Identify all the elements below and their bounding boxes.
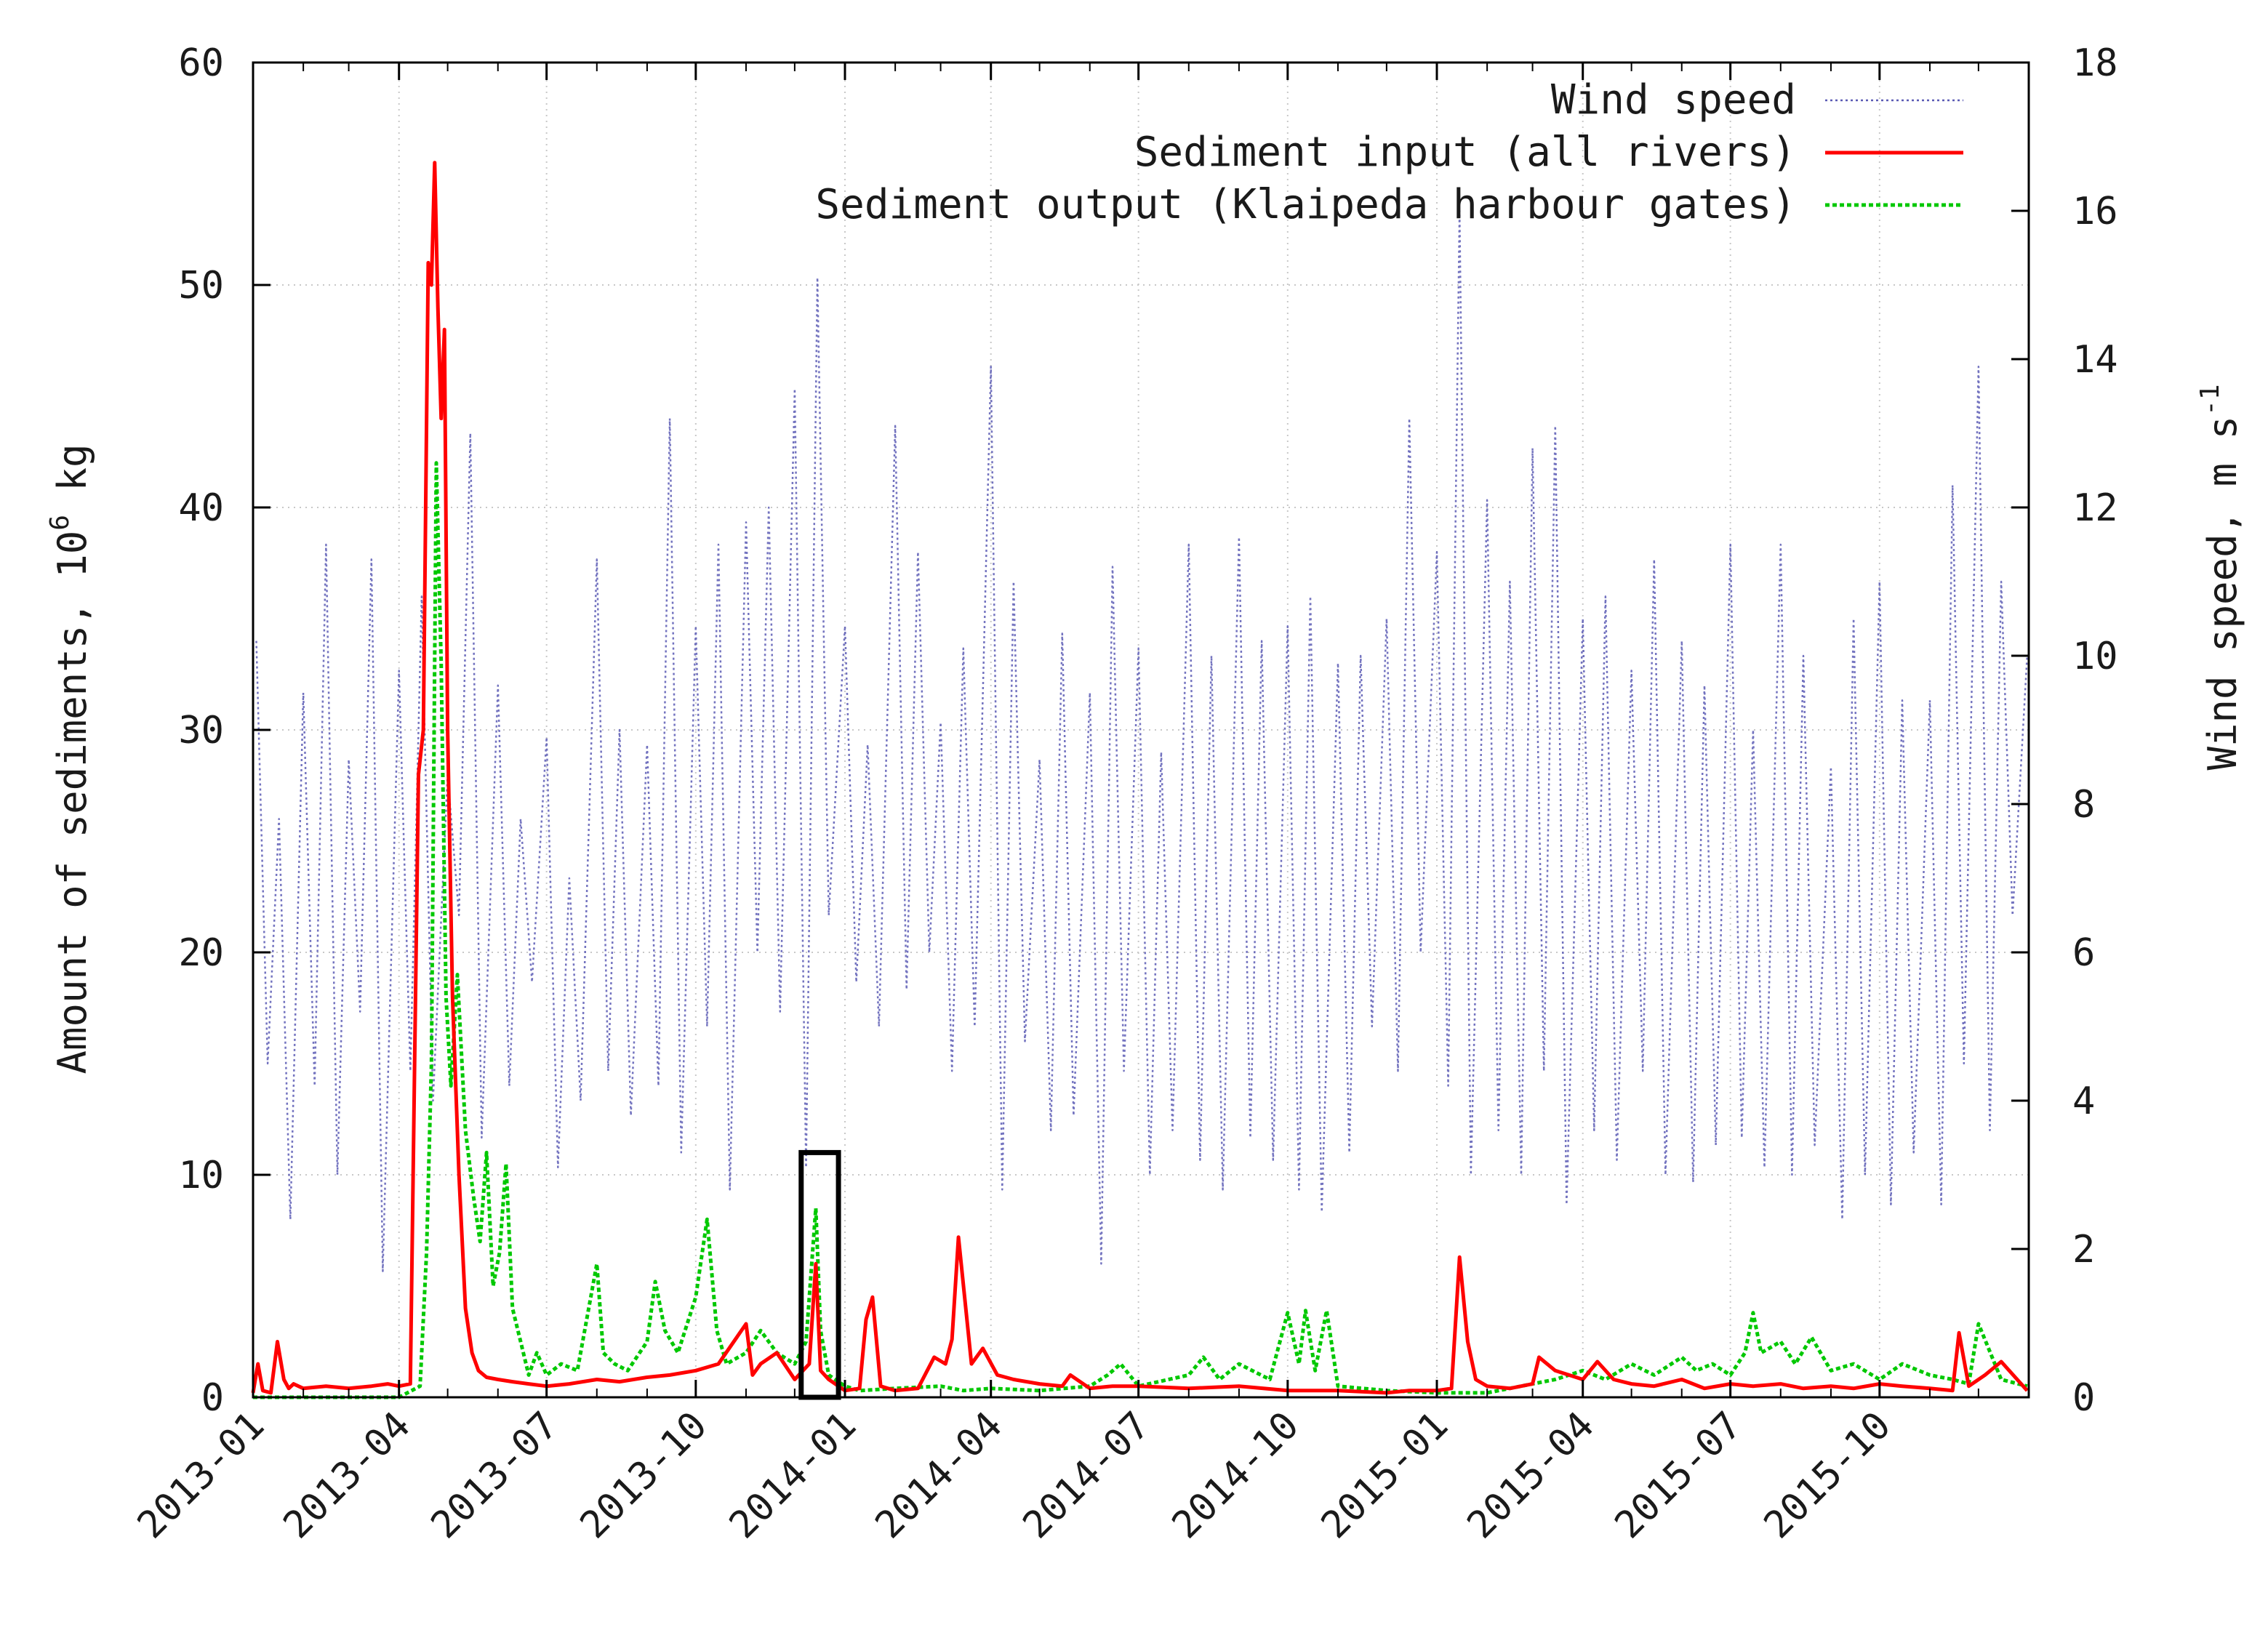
y2-tick-label: 0 xyxy=(2072,1376,2095,1420)
y2-tick-label: 10 xyxy=(2072,635,2118,678)
y-tick-label: 30 xyxy=(178,709,224,752)
series-line-sediment-input xyxy=(251,161,2029,1395)
y2-axis-title-sup: -1 xyxy=(2195,384,2225,415)
series-layer xyxy=(251,161,2029,1399)
y2-tick-label: 14 xyxy=(2072,338,2118,382)
y-axis-title: Amount of sediments, 106 kg xyxy=(45,444,95,1074)
y2-tick-label: 12 xyxy=(2072,486,2118,530)
y-tick-label: 50 xyxy=(178,264,224,308)
legend-label: Sediment output (Klaipeda harbour gates) xyxy=(815,181,1796,228)
legend: Wind speed Sediment input (all rivers) Sed… xyxy=(815,76,1963,228)
y-tick-label: 40 xyxy=(178,486,224,530)
y-tick-label: 10 xyxy=(178,1154,224,1197)
y-tick-label: 20 xyxy=(178,931,224,975)
series-line-wind-speed xyxy=(255,209,2029,1272)
y-axis-title-text: Amount of sediments, 10 xyxy=(49,531,95,1074)
y-tick-label: 0 xyxy=(201,1376,224,1420)
y-tick-label: 60 xyxy=(178,41,224,85)
y2-tick-label: 16 xyxy=(2072,190,2118,233)
y2-tick-label: 2 xyxy=(2072,1228,2095,1272)
legend-label: Wind speed xyxy=(1551,76,1796,124)
y-axis-title-sup: 6 xyxy=(45,515,75,531)
y2-tick-label: 6 xyxy=(2072,931,2095,975)
y-axis-title-unit: kg xyxy=(49,444,95,515)
legend-label: Sediment input (all rivers) xyxy=(1134,129,1796,176)
y2-tick-label: 4 xyxy=(2072,1080,2095,1123)
y2-tick-label: 18 xyxy=(2072,41,2118,85)
y2-tick-label: 8 xyxy=(2072,783,2095,827)
y2-axis-title-text: Wind speed, m s xyxy=(2200,416,2245,771)
y2-axis-title: Wind speed, m s-1 xyxy=(2195,384,2245,770)
